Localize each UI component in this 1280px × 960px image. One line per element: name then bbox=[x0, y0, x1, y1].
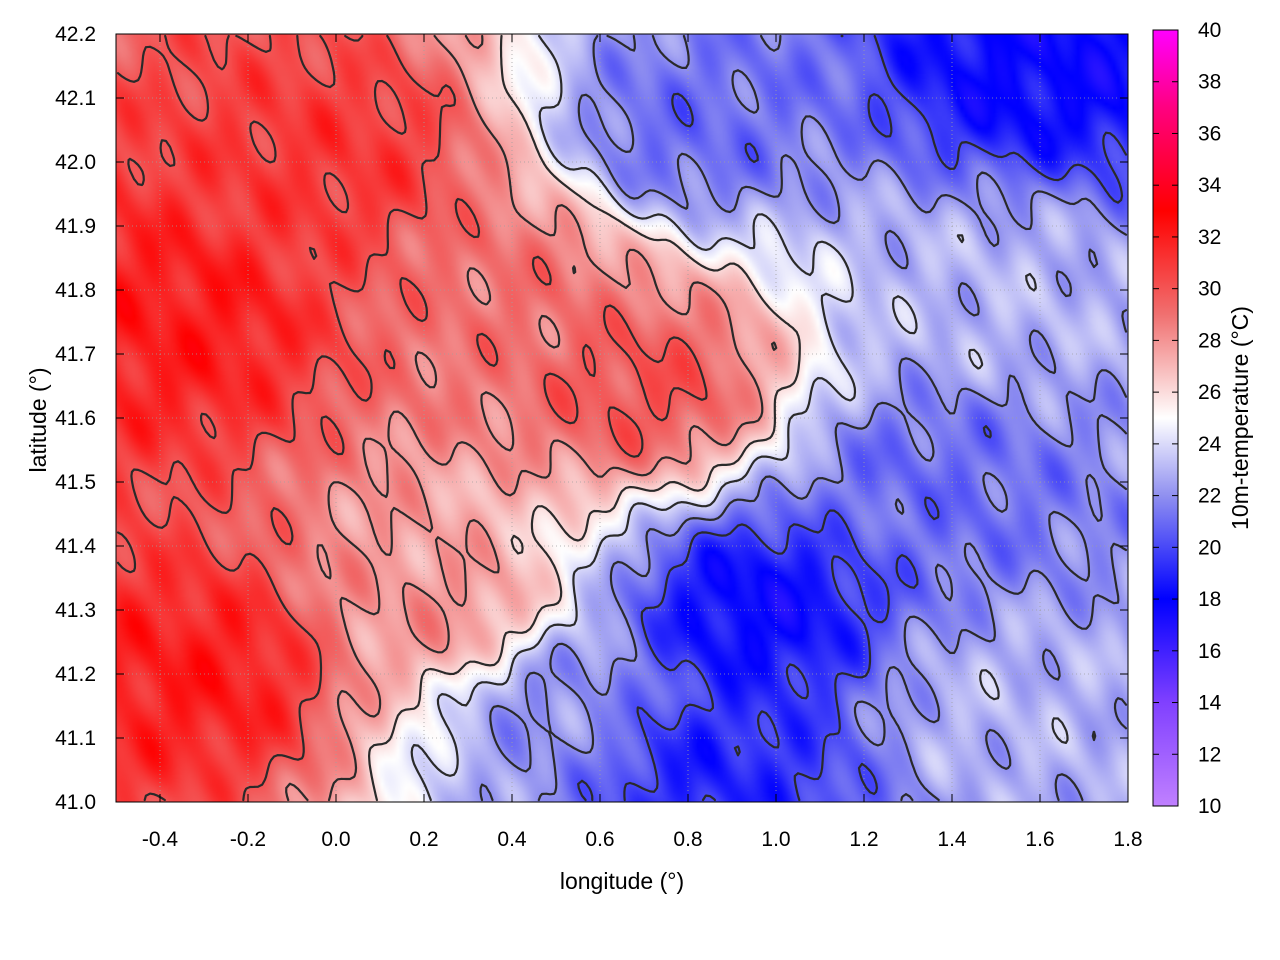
x-tick-label: 0.0 bbox=[321, 828, 350, 851]
x-tick-label: 1.2 bbox=[849, 828, 878, 851]
colorbar-tick-label: 16 bbox=[1198, 640, 1221, 663]
x-tick-label: 0.2 bbox=[409, 828, 438, 851]
x-tick-label: 1.0 bbox=[761, 828, 790, 851]
y-tick-label: 41.0 bbox=[55, 791, 96, 814]
y-tick-label: 42.2 bbox=[55, 23, 96, 46]
contour-line bbox=[116, 34, 708, 802]
y-tick-label: 41.9 bbox=[55, 215, 96, 238]
colorbar-tick-label: 14 bbox=[1198, 692, 1222, 715]
x-tick-label: 0.4 bbox=[497, 828, 527, 851]
x-axis: -0.4 -0.2 0.0 0.2 0.4 0.6 0.8 1.0 1.2 1.4 1.6 1.8 bbox=[142, 34, 1143, 851]
colorbar-tick-label: 20 bbox=[1198, 536, 1221, 559]
colorbar-tick-label: 36 bbox=[1198, 122, 1221, 145]
plot-area bbox=[116, 34, 1128, 802]
colorbar-tick-label: 12 bbox=[1198, 743, 1221, 766]
contour-line bbox=[410, 34, 1069, 802]
colorbar-tick-label: 10 bbox=[1198, 795, 1221, 818]
y-tick-label: 41.6 bbox=[55, 407, 96, 430]
colorbar-tick-label: 22 bbox=[1198, 485, 1221, 508]
colorbar-tick-label: 34 bbox=[1198, 174, 1222, 197]
colorbar-tick-label: 40 bbox=[1198, 19, 1221, 42]
colorbar bbox=[1152, 29, 1179, 807]
y-tick-label: 41.2 bbox=[55, 663, 96, 686]
contour-line bbox=[577, 34, 1128, 802]
x-tick-label: 0.8 bbox=[673, 828, 702, 851]
y-tick-label: 41.1 bbox=[55, 727, 96, 750]
x-tick-label: 0.6 bbox=[585, 828, 614, 851]
colorbar-tick-label: 32 bbox=[1198, 226, 1221, 249]
contour-line bbox=[368, 34, 801, 802]
colorbar-tick-label: 30 bbox=[1198, 278, 1221, 301]
y-tick-label: 41.7 bbox=[55, 343, 96, 366]
y-tick-label: 41.4 bbox=[55, 535, 96, 558]
x-tick-label: -0.4 bbox=[142, 828, 179, 851]
y-tick-label: 42.1 bbox=[55, 87, 96, 110]
x-tick-label: -0.2 bbox=[230, 828, 266, 851]
y-axis: 41.0 41.1 41.2 41.3 41.4 41.5 41.6 41.7 41.8 41.9… bbox=[55, 23, 1128, 814]
colorbar-tick-label: 18 bbox=[1198, 588, 1221, 611]
y-tick-label: 41.3 bbox=[55, 599, 96, 622]
x-tick-label: 1.8 bbox=[1113, 828, 1142, 851]
y-axis-label: latitude (°) bbox=[25, 367, 51, 472]
contour-line bbox=[285, 34, 778, 802]
x-tick-label: 1.4 bbox=[937, 828, 967, 851]
colorbar-tick-label: 26 bbox=[1198, 381, 1221, 404]
colorbar-label: 10m-temperature (°C) bbox=[1227, 306, 1253, 530]
y-tick-label: 41.8 bbox=[55, 279, 96, 302]
colorbar-tick-label: 38 bbox=[1198, 71, 1221, 94]
y-tick-label: 41.5 bbox=[55, 471, 96, 494]
colorbar-tick-label: 28 bbox=[1198, 329, 1221, 352]
y-tick-label: 42.0 bbox=[55, 151, 96, 174]
contour-line bbox=[479, 34, 1128, 802]
colorbar-ticks: 10 12 14 16 18 20 22 24 26 28 30 32 34 36 38 40 bbox=[1153, 19, 1222, 818]
x-tick-label: 1.6 bbox=[1025, 828, 1054, 851]
colorbar-tick-label: 24 bbox=[1198, 433, 1222, 456]
grid-lines bbox=[116, 34, 1128, 802]
contour-lines bbox=[116, 34, 1128, 802]
x-axis-label: longitude (°) bbox=[560, 868, 684, 894]
